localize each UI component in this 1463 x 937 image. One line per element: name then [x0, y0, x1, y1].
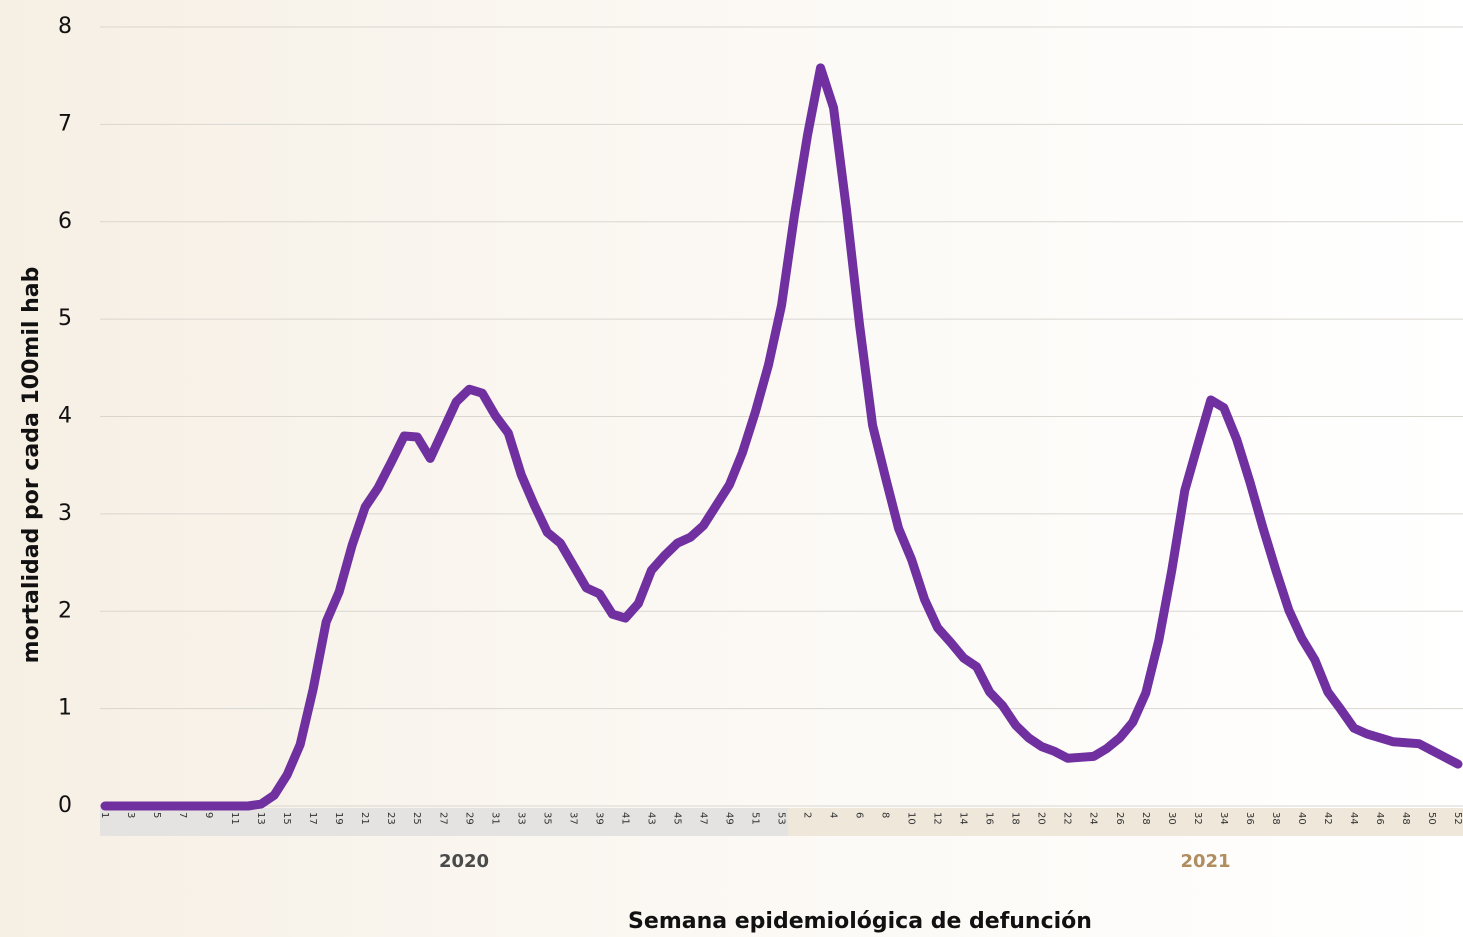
x-tick-label: 8: [880, 812, 891, 818]
group-label: 2021: [1180, 851, 1230, 872]
x-tick-label: 14: [958, 812, 969, 825]
x-tick-label: 51: [749, 812, 760, 825]
x-tick-label: 12: [932, 812, 943, 825]
x-tick-label: 48: [1400, 812, 1411, 825]
x-tick-label: 20: [1036, 812, 1047, 825]
x-tick-label: 38: [1270, 812, 1281, 825]
y-tick-label: 5: [58, 306, 72, 331]
y-tick-label: 7: [58, 111, 72, 136]
x-tick-label: 52: [1452, 812, 1463, 825]
x-tick-label: 42: [1322, 812, 1333, 825]
x-tick-label: 21: [359, 812, 370, 825]
x-tick-label: 29: [463, 812, 474, 825]
y-tick-label: 6: [58, 209, 72, 234]
x-tick-label: 5: [151, 812, 162, 818]
x-tick-label: 44: [1348, 812, 1359, 825]
x-tick-label: 22: [1062, 812, 1073, 825]
x-tick-label: 24: [1088, 812, 1099, 825]
y-tick-label: 3: [58, 501, 72, 526]
x-tick-label: 26: [1114, 812, 1125, 825]
x-tick-label: 35: [541, 812, 552, 825]
x-tick-label: 36: [1244, 812, 1255, 825]
group-label: 2020: [439, 851, 489, 872]
x-tick-label: 32: [1192, 812, 1203, 825]
y-axis-title: mortalidad por cada 100mil hab: [19, 267, 44, 664]
group-band: [100, 808, 789, 836]
x-tick-label: 25: [411, 812, 422, 825]
x-tick-label: 9: [203, 812, 214, 818]
x-tick-label: 19: [333, 812, 344, 825]
x-tick-label: 11: [229, 812, 240, 825]
y-tick-label: 0: [58, 793, 72, 818]
x-tick-label: 27: [437, 812, 448, 825]
x-tick-label: 4: [828, 812, 839, 818]
x-tick-label: 33: [515, 812, 526, 825]
x-tick-label: 28: [1140, 812, 1151, 825]
x-tick-label: 7: [177, 812, 188, 818]
x-tick-label: 3: [125, 812, 136, 818]
x-tick-label: 47: [697, 812, 708, 825]
x-tick-label: 1: [99, 812, 110, 818]
series-line: [100, 63, 1463, 811]
x-tick-label: 15: [281, 812, 292, 825]
x-tick-label: 45: [671, 812, 682, 825]
x-tick-label: 16: [984, 812, 995, 825]
x-tick-label: 39: [593, 812, 604, 825]
y-tick-label: 1: [58, 696, 72, 721]
x-tick-label: 23: [385, 812, 396, 825]
x-tick-label: 6: [854, 812, 865, 818]
x-tick-label: 30: [1166, 812, 1177, 825]
x-tick-label: 34: [1218, 812, 1229, 825]
x-tick-label: 37: [567, 812, 578, 825]
x-tick-label: 13: [255, 812, 266, 825]
y-tick-label: 4: [58, 404, 72, 429]
x-tick-label: 49: [723, 812, 734, 825]
x-tick-label: 18: [1010, 812, 1021, 825]
x-tick-label: 41: [619, 812, 630, 825]
x-tick-label: 31: [489, 812, 500, 825]
x-tick-label: 40: [1296, 812, 1307, 825]
x-tick-label: 53: [776, 812, 787, 825]
x-tick-label: 46: [1374, 812, 1385, 825]
x-tick-label: 50: [1426, 812, 1437, 825]
x-tick-label: 17: [307, 812, 318, 825]
group-band: [788, 808, 1463, 836]
y-tick-label: 8: [58, 14, 72, 39]
x-tick-label: 2: [802, 812, 813, 818]
x-tick-label: 43: [645, 812, 656, 825]
x-tick-label: 10: [906, 812, 917, 825]
y-tick-label: 2: [58, 598, 72, 623]
x-axis-title: Semana epidemiológica de defunción: [628, 909, 1092, 934]
